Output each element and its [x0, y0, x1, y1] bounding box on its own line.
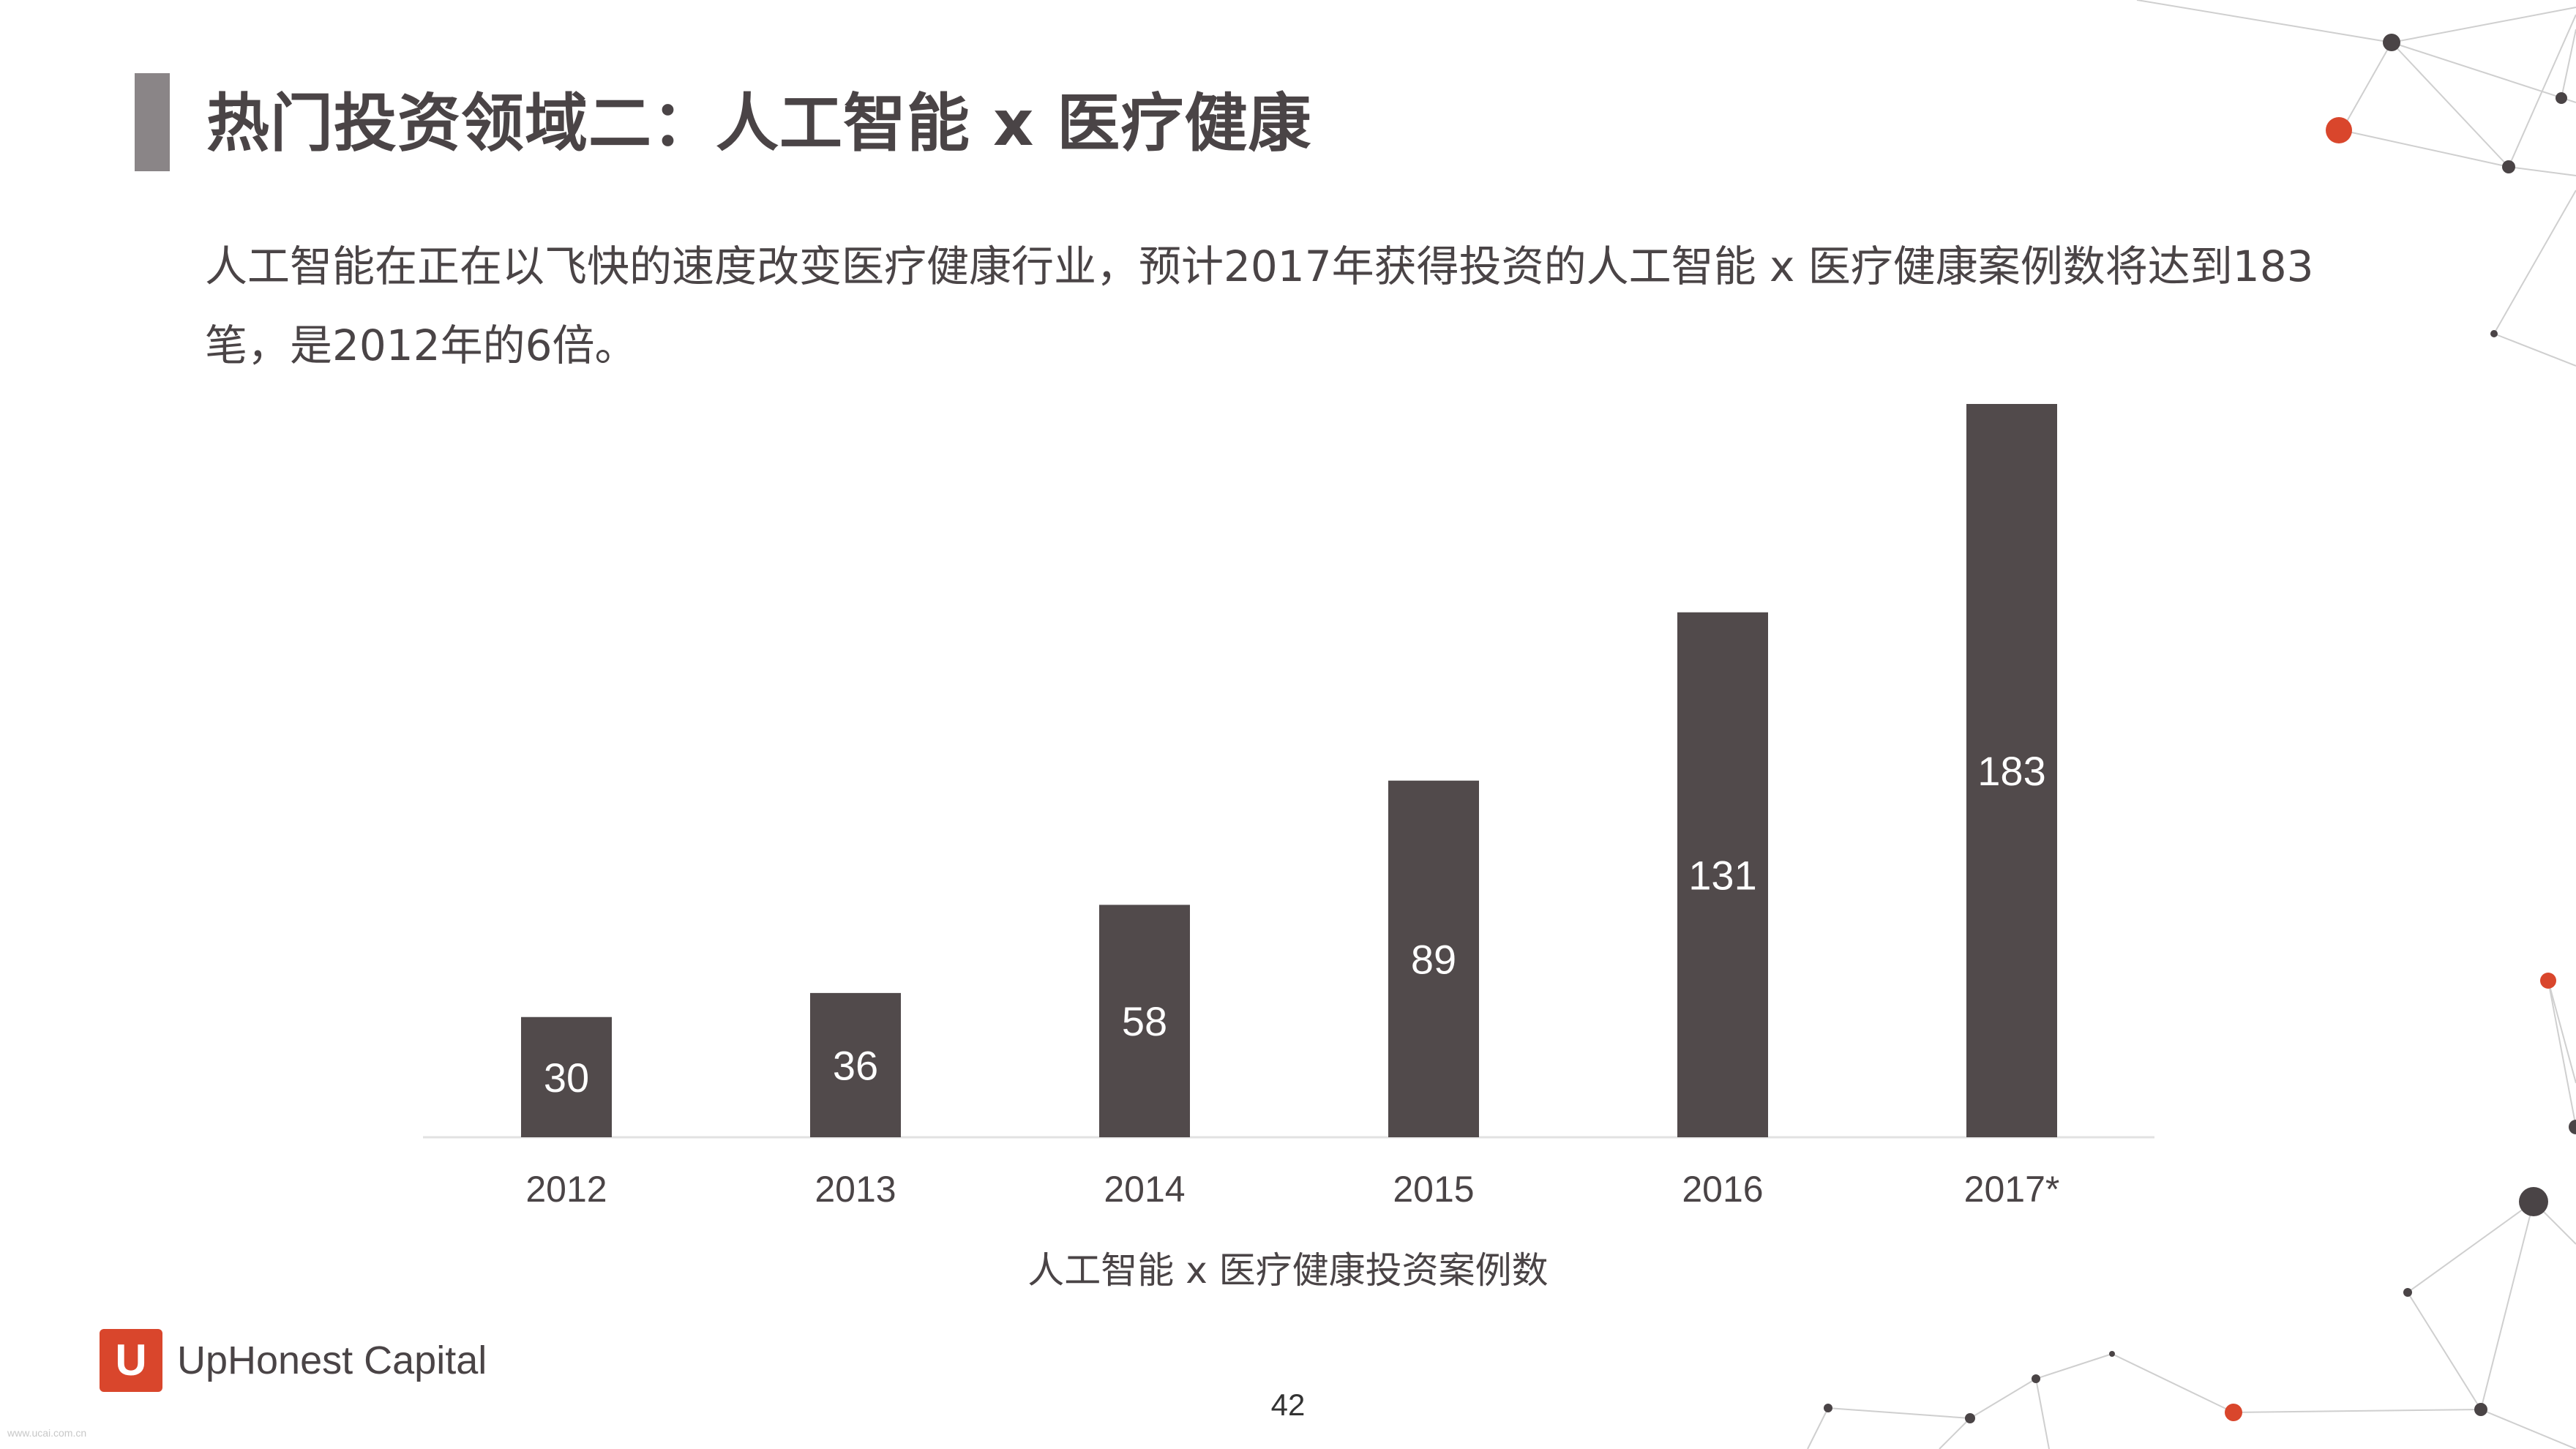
page-number: 42 [1270, 1388, 1306, 1422]
bar-2014 [1099, 905, 1190, 1137]
x-tick-label-2017*: 2017* [1964, 1169, 2060, 1210]
bar-2012 [521, 1016, 612, 1137]
data-labels-group: 30 36 58 89 131 183 [544, 748, 2046, 1101]
bar-2013 [810, 992, 901, 1137]
bar-2015 [1388, 780, 1479, 1137]
x-tick-label-2016: 2016 [1682, 1169, 1763, 1210]
watermark: www.ucai.com.cn [7, 1427, 87, 1439]
page-title: 热门投资领域二：人工智能 x 医疗健康 [206, 87, 1312, 160]
data-label-2013: 36 [833, 1042, 878, 1088]
description-text: 人工智能在正在以飞快的速度改变医疗健康行业，预计2017年获得投资的人工智能 x… [205, 242, 2314, 370]
uphonest-logo: U UpHonest Capital [100, 1329, 487, 1392]
data-label-2015: 89 [1411, 936, 1456, 982]
bar-2017* [1966, 404, 2057, 1137]
title-accent-bar [135, 73, 170, 171]
x-tick-label-2012: 2012 [525, 1169, 607, 1210]
bar-2016 [1677, 612, 1768, 1137]
x-tick-label-2013: 2013 [815, 1169, 896, 1210]
logo-mark: U [100, 1329, 162, 1392]
data-label-2012: 30 [544, 1055, 589, 1101]
x-tick-label-2014: 2014 [1104, 1169, 1185, 1210]
x-tick-labels-group: 2012 2013 2014 2015 2016 2017* [525, 1169, 2059, 1210]
data-label-2017*: 183 [1977, 748, 2045, 794]
bars-group [521, 404, 2057, 1137]
data-label-2016: 131 [1688, 852, 1756, 898]
logo-text: UpHonest Capital [177, 1338, 487, 1382]
logo-mark-letter: U [115, 1336, 147, 1385]
data-label-2014: 58 [1122, 998, 1167, 1044]
x-tick-label-2015: 2015 [1393, 1169, 1474, 1210]
x-axis-title: 人工智能 x 医疗健康投资案例数 [1027, 1249, 1549, 1292]
